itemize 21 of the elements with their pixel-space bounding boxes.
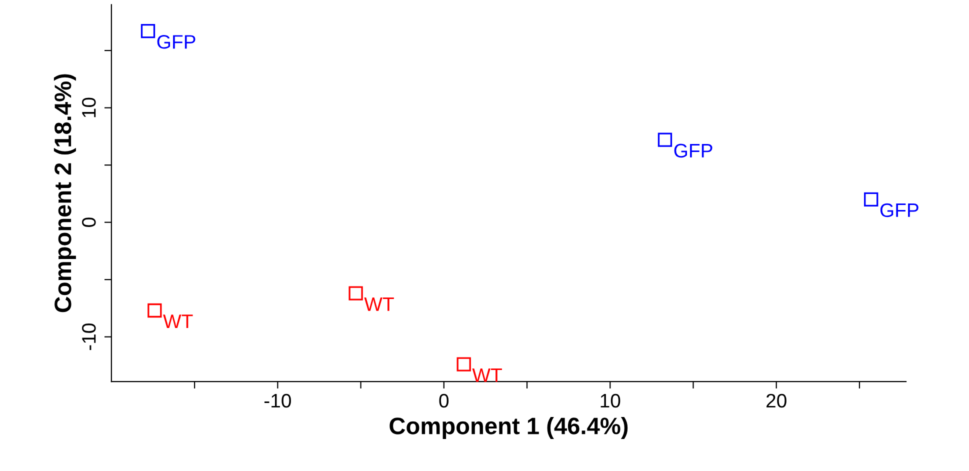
x-tick-label: -10 (264, 394, 291, 408)
y-axis-title: Component 2 (18.4%) (54, 74, 76, 312)
point (348, 286, 363, 300)
y-tick-label: 0 (82, 218, 96, 227)
point (658, 132, 672, 147)
point (864, 192, 878, 206)
point (140, 24, 156, 38)
annotation: GFP (157, 35, 196, 49)
x-axis-title: Component 1 (46.4%) (390, 416, 628, 440)
x-tick-label: 20 (766, 394, 786, 408)
annotation: WT (163, 314, 193, 328)
point (148, 303, 162, 318)
point (456, 357, 471, 372)
x-tick-label: 0 (439, 394, 449, 408)
y-tick-label: -10 (82, 324, 96, 350)
annotation: GFP (674, 144, 712, 158)
annotation: WT (472, 368, 502, 382)
annotation: GFP (880, 203, 918, 218)
x-tick-label: 10 (600, 394, 620, 408)
y-tick-label: 10 (82, 98, 96, 118)
annotation: WT (364, 297, 394, 311)
